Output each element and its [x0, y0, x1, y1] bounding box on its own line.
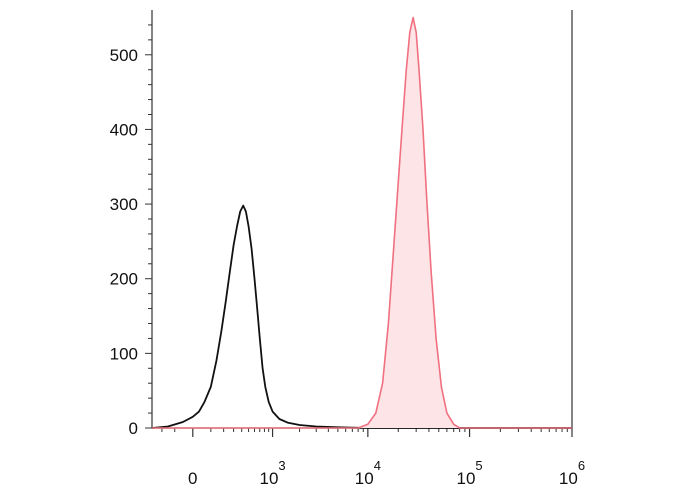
y-tick-label: 200 [110, 270, 138, 289]
y-tick-label: 500 [110, 46, 138, 65]
x-axis: 0 103 104 105 106 [161, 428, 585, 488]
x-tick-exponent: 3 [278, 458, 285, 473]
x-tick-exponent: 5 [475, 458, 482, 473]
x-tick-label: 105 [456, 458, 482, 488]
histogram-outline-1 [151, 204, 572, 429]
x-tick-label: 103 [259, 458, 285, 488]
y-tick-label: 400 [110, 120, 138, 139]
y-tick-label: 0 [129, 419, 138, 438]
x-tick-label: 0 [188, 469, 197, 488]
x-tick-label: 104 [355, 458, 381, 488]
histogram-outline-2 [152, 16, 572, 429]
y-axis: 0 100 200 300 400 500 [110, 24, 152, 438]
series-layer [151, 16, 572, 429]
x-tick-exponent: 6 [578, 458, 585, 473]
x-tick-exponent: 4 [374, 458, 381, 473]
y-tick-label: 300 [110, 195, 138, 214]
x-tick-label: 106 [559, 458, 585, 488]
y-tick-label: 100 [110, 344, 138, 363]
